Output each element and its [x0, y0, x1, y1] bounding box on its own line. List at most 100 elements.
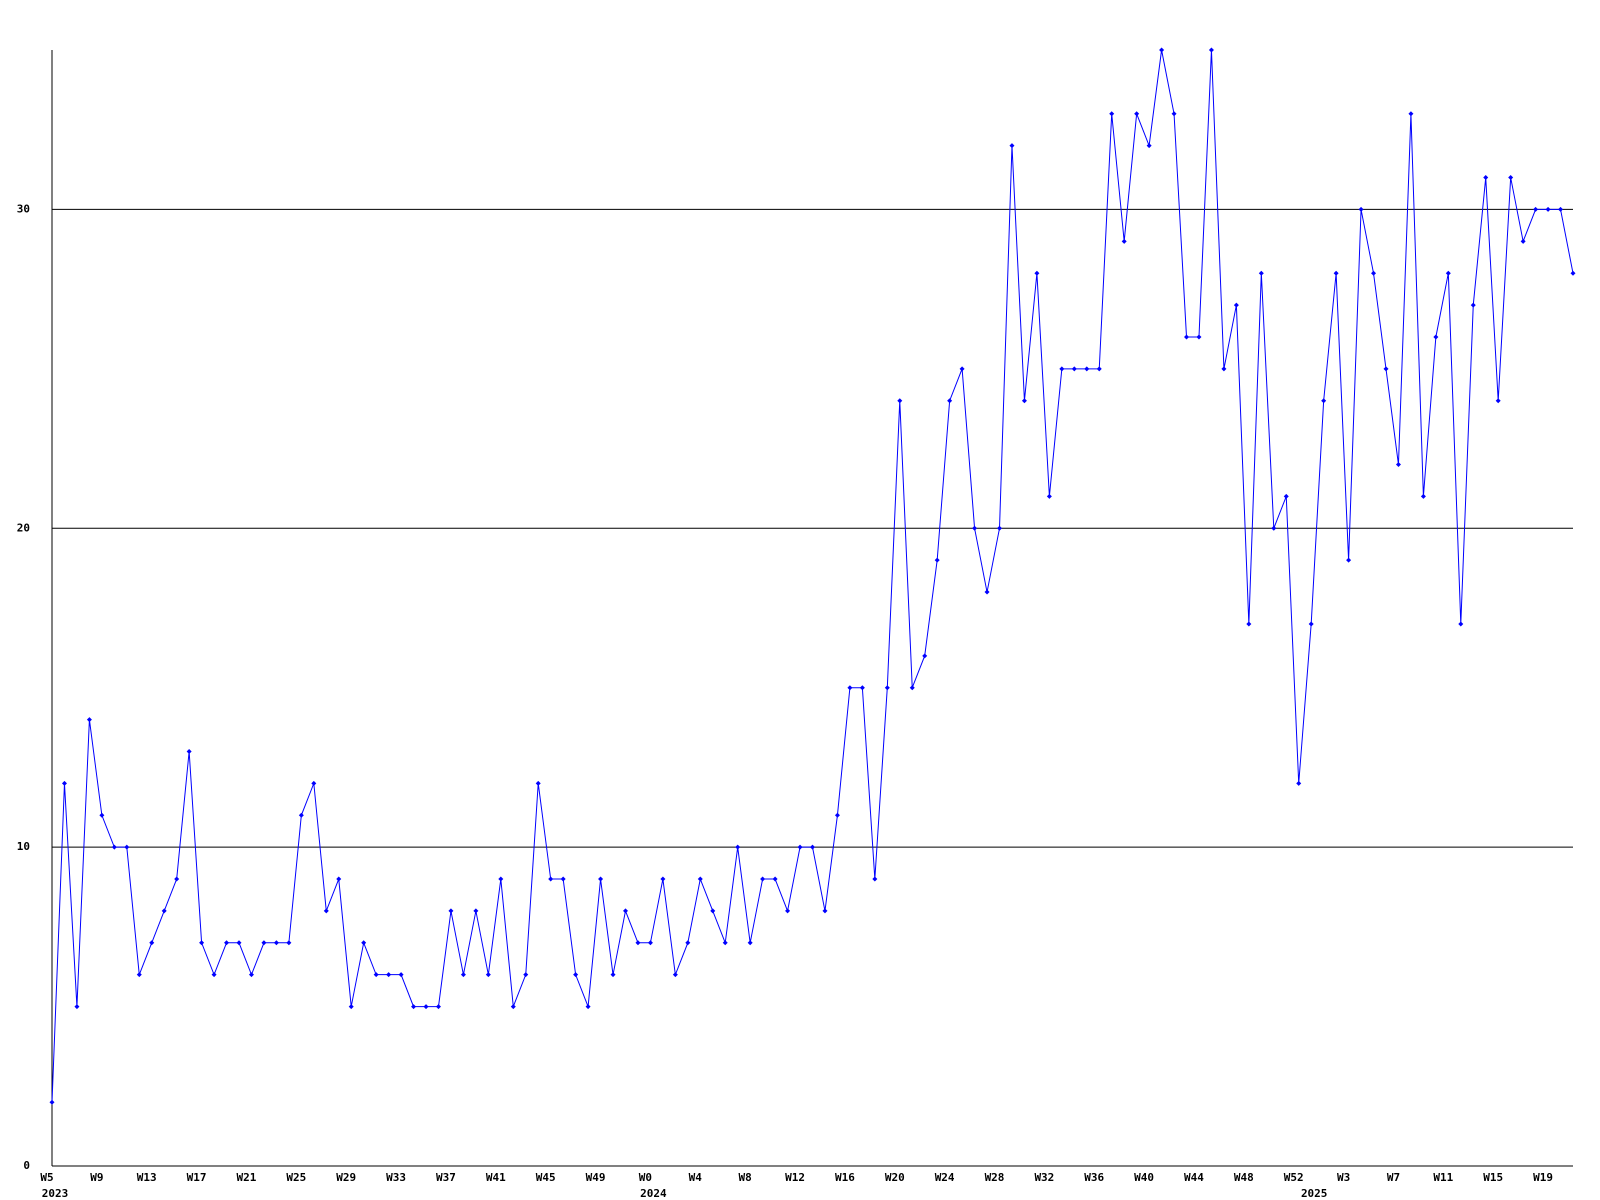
x-tick-label: W49 [586, 1171, 606, 1184]
data-point [1159, 47, 1165, 53]
data-point [984, 589, 990, 595]
x-tick-label: W33 [386, 1171, 406, 1184]
x-year-label: 2023 [42, 1187, 69, 1200]
data-point [1358, 206, 1364, 212]
data-point [448, 908, 454, 914]
data-point [286, 940, 292, 946]
data-point [947, 398, 953, 404]
x-tick-label: W5 [40, 1171, 53, 1184]
x-tick-label: W16 [835, 1171, 855, 1184]
data-point [460, 972, 466, 978]
data-point [884, 685, 890, 691]
data-point [49, 1099, 55, 1105]
data-point [485, 972, 491, 978]
x-tick-label: W25 [286, 1171, 306, 1184]
data-point [1258, 270, 1264, 276]
data-point [311, 780, 317, 786]
data-point [1558, 206, 1564, 212]
data-point [1109, 111, 1115, 117]
y-tick-label: 20 [17, 521, 30, 534]
data-point [598, 876, 604, 882]
data-point [1321, 398, 1327, 404]
data-point [99, 812, 105, 818]
data-point [822, 908, 828, 914]
data-point [560, 876, 566, 882]
data-point [398, 972, 404, 978]
data-point [386, 972, 392, 978]
data-point [1545, 206, 1551, 212]
data-point [1121, 238, 1127, 244]
x-tick-label: W28 [985, 1171, 1005, 1184]
data-point [1433, 334, 1439, 340]
x-tick-label: W21 [237, 1171, 257, 1184]
data-point [1533, 206, 1539, 212]
data-point [361, 940, 367, 946]
data-point [710, 908, 716, 914]
data-point [199, 940, 205, 946]
data-point [897, 398, 903, 404]
x-tick-label: W20 [885, 1171, 905, 1184]
data-point [1408, 111, 1414, 117]
data-point [1333, 270, 1339, 276]
y-tick-label: 30 [17, 202, 30, 215]
data-point [785, 908, 791, 914]
data-point [211, 972, 217, 978]
data-point [1196, 334, 1202, 340]
data-point [760, 876, 766, 882]
data-point [722, 940, 728, 946]
data-point [1371, 270, 1377, 276]
data-point [111, 844, 117, 850]
data-point [847, 685, 853, 691]
data-point [523, 972, 529, 978]
data-point [1059, 366, 1065, 372]
x-tick-label: W17 [187, 1171, 207, 1184]
data-point [435, 1004, 441, 1010]
data-point [1046, 493, 1052, 499]
data-point [647, 940, 653, 946]
data-point [1283, 493, 1289, 499]
data-point [610, 972, 616, 978]
data-point [149, 940, 155, 946]
data-point [797, 844, 803, 850]
data-point [261, 940, 267, 946]
x-tick-label: W52 [1284, 1171, 1304, 1184]
x-tick-label: W8 [739, 1171, 752, 1184]
data-point [323, 908, 329, 914]
x-tick-label: W12 [785, 1171, 805, 1184]
x-tick-label: W45 [536, 1171, 556, 1184]
data-point [1445, 270, 1451, 276]
data-point [622, 908, 628, 914]
data-point [1470, 302, 1476, 308]
data-point [1383, 366, 1389, 372]
data-point [248, 972, 254, 978]
data-point [348, 1004, 354, 1010]
data-point [672, 972, 678, 978]
data-point [1096, 366, 1102, 372]
data-point [810, 844, 815, 850]
x-tick-label: W36 [1084, 1171, 1104, 1184]
data-point [834, 812, 840, 818]
data-point [909, 685, 915, 691]
data-point [934, 557, 940, 563]
data-point [573, 972, 579, 978]
data-point [660, 876, 666, 882]
x-tick-label: W13 [137, 1171, 157, 1184]
data-point [1308, 621, 1314, 627]
data-point [74, 1004, 80, 1010]
data-point [1395, 462, 1401, 468]
data-line [51, 49, 1574, 1103]
data-point [510, 1004, 516, 1010]
data-point [298, 812, 304, 818]
x-tick-label: W37 [436, 1171, 456, 1184]
x-tick-label: W15 [1483, 1171, 1503, 1184]
x-year-label: 2025 [1301, 1187, 1328, 1200]
data-point [273, 940, 279, 946]
x-tick-label: W41 [486, 1171, 506, 1184]
x-year-label: 2024 [640, 1187, 667, 1200]
data-point [1458, 621, 1464, 627]
data-point [1134, 111, 1140, 117]
data-point [86, 717, 92, 723]
data-point [161, 908, 167, 914]
data-point [1271, 525, 1277, 531]
